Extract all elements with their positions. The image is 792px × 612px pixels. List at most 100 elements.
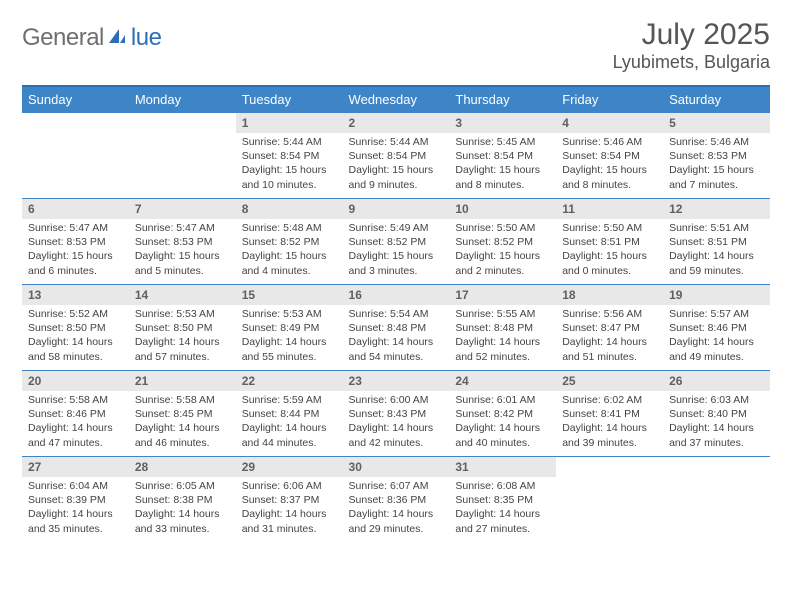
day-number: 17: [449, 285, 556, 305]
day-number: 6: [22, 199, 129, 219]
day-content: Sunrise: 5:46 AMSunset: 8:54 PMDaylight:…: [556, 133, 663, 196]
weekday-header-row: Sunday Monday Tuesday Wednesday Thursday…: [22, 86, 770, 113]
day-content: Sunrise: 5:51 AMSunset: 8:51 PMDaylight:…: [663, 219, 770, 282]
day-number: 31: [449, 457, 556, 477]
day-number: 2: [343, 113, 450, 133]
day-content: Sunrise: 6:06 AMSunset: 8:37 PMDaylight:…: [236, 477, 343, 540]
calendar-cell: [663, 457, 770, 543]
logo-text-blue: lue: [131, 24, 162, 52]
day-number: 29: [236, 457, 343, 477]
day-content: Sunrise: 5:46 AMSunset: 8:53 PMDaylight:…: [663, 133, 770, 196]
day-number: 9: [343, 199, 450, 219]
day-number: 23: [343, 371, 450, 391]
calendar-cell: [22, 113, 129, 199]
day-content: Sunrise: 5:45 AMSunset: 8:54 PMDaylight:…: [449, 133, 556, 196]
day-content: Sunrise: 5:49 AMSunset: 8:52 PMDaylight:…: [343, 219, 450, 282]
calendar-cell: 18Sunrise: 5:56 AMSunset: 8:47 PMDayligh…: [556, 285, 663, 371]
day-number: 5: [663, 113, 770, 133]
calendar-cell: 27Sunrise: 6:04 AMSunset: 8:39 PMDayligh…: [22, 457, 129, 543]
month-title: July 2025: [613, 18, 770, 52]
day-number: 27: [22, 457, 129, 477]
calendar-row: 1Sunrise: 5:44 AMSunset: 8:54 PMDaylight…: [22, 113, 770, 199]
day-number: 28: [129, 457, 236, 477]
day-number: 13: [22, 285, 129, 305]
day-number: 21: [129, 371, 236, 391]
calendar-cell: [129, 113, 236, 199]
calendar-table: Sunday Monday Tuesday Wednesday Thursday…: [22, 85, 770, 543]
day-number: 20: [22, 371, 129, 391]
day-number: 22: [236, 371, 343, 391]
day-content: Sunrise: 5:53 AMSunset: 8:50 PMDaylight:…: [129, 305, 236, 368]
day-content: Sunrise: 5:55 AMSunset: 8:48 PMDaylight:…: [449, 305, 556, 368]
day-content: Sunrise: 6:05 AMSunset: 8:38 PMDaylight:…: [129, 477, 236, 540]
calendar-cell: 16Sunrise: 5:54 AMSunset: 8:48 PMDayligh…: [343, 285, 450, 371]
day-number: 15: [236, 285, 343, 305]
day-number: 16: [343, 285, 450, 305]
weekday-header: Tuesday: [236, 86, 343, 113]
day-number: 24: [449, 371, 556, 391]
calendar-cell: 26Sunrise: 6:03 AMSunset: 8:40 PMDayligh…: [663, 371, 770, 457]
logo-text-gray: General: [22, 24, 104, 52]
day-content: Sunrise: 6:02 AMSunset: 8:41 PMDaylight:…: [556, 391, 663, 454]
calendar-cell: 5Sunrise: 5:46 AMSunset: 8:53 PMDaylight…: [663, 113, 770, 199]
calendar-cell: 13Sunrise: 5:52 AMSunset: 8:50 PMDayligh…: [22, 285, 129, 371]
day-content: Sunrise: 6:08 AMSunset: 8:35 PMDaylight:…: [449, 477, 556, 540]
calendar-cell: 15Sunrise: 5:53 AMSunset: 8:49 PMDayligh…: [236, 285, 343, 371]
day-content: Sunrise: 6:07 AMSunset: 8:36 PMDaylight:…: [343, 477, 450, 540]
calendar-cell: 8Sunrise: 5:48 AMSunset: 8:52 PMDaylight…: [236, 199, 343, 285]
day-number: 19: [663, 285, 770, 305]
weekday-header: Wednesday: [343, 86, 450, 113]
day-content: Sunrise: 5:56 AMSunset: 8:47 PMDaylight:…: [556, 305, 663, 368]
calendar-cell: 20Sunrise: 5:58 AMSunset: 8:46 PMDayligh…: [22, 371, 129, 457]
weekday-header: Thursday: [449, 86, 556, 113]
calendar-cell: 19Sunrise: 5:57 AMSunset: 8:46 PMDayligh…: [663, 285, 770, 371]
day-content: Sunrise: 5:48 AMSunset: 8:52 PMDaylight:…: [236, 219, 343, 282]
day-content: Sunrise: 6:00 AMSunset: 8:43 PMDaylight:…: [343, 391, 450, 454]
day-content: Sunrise: 5:57 AMSunset: 8:46 PMDaylight:…: [663, 305, 770, 368]
calendar-cell: 11Sunrise: 5:50 AMSunset: 8:51 PMDayligh…: [556, 199, 663, 285]
calendar-cell: 10Sunrise: 5:50 AMSunset: 8:52 PMDayligh…: [449, 199, 556, 285]
calendar-row: 20Sunrise: 5:58 AMSunset: 8:46 PMDayligh…: [22, 371, 770, 457]
day-number: 10: [449, 199, 556, 219]
location: Lyubimets, Bulgaria: [613, 52, 770, 73]
day-content: Sunrise: 5:47 AMSunset: 8:53 PMDaylight:…: [22, 219, 129, 282]
weekday-header: Monday: [129, 86, 236, 113]
day-content: Sunrise: 5:44 AMSunset: 8:54 PMDaylight:…: [236, 133, 343, 196]
calendar-cell: 2Sunrise: 5:44 AMSunset: 8:54 PMDaylight…: [343, 113, 450, 199]
logo: General lue: [22, 24, 161, 52]
day-content: Sunrise: 6:04 AMSunset: 8:39 PMDaylight:…: [22, 477, 129, 540]
day-content: Sunrise: 6:01 AMSunset: 8:42 PMDaylight:…: [449, 391, 556, 454]
day-content: Sunrise: 6:03 AMSunset: 8:40 PMDaylight:…: [663, 391, 770, 454]
calendar-cell: 22Sunrise: 5:59 AMSunset: 8:44 PMDayligh…: [236, 371, 343, 457]
day-number: 3: [449, 113, 556, 133]
calendar-cell: 1Sunrise: 5:44 AMSunset: 8:54 PMDaylight…: [236, 113, 343, 199]
day-number: 8: [236, 199, 343, 219]
calendar-cell: 24Sunrise: 6:01 AMSunset: 8:42 PMDayligh…: [449, 371, 556, 457]
day-content: Sunrise: 5:53 AMSunset: 8:49 PMDaylight:…: [236, 305, 343, 368]
calendar-cell: 14Sunrise: 5:53 AMSunset: 8:50 PMDayligh…: [129, 285, 236, 371]
calendar-cell: [556, 457, 663, 543]
day-number: 26: [663, 371, 770, 391]
weekday-header: Sunday: [22, 86, 129, 113]
day-content: Sunrise: 5:52 AMSunset: 8:50 PMDaylight:…: [22, 305, 129, 368]
day-content: Sunrise: 5:50 AMSunset: 8:52 PMDaylight:…: [449, 219, 556, 282]
day-number: 12: [663, 199, 770, 219]
calendar-row: 13Sunrise: 5:52 AMSunset: 8:50 PMDayligh…: [22, 285, 770, 371]
title-block: July 2025 Lyubimets, Bulgaria: [613, 18, 770, 73]
calendar-cell: 31Sunrise: 6:08 AMSunset: 8:35 PMDayligh…: [449, 457, 556, 543]
calendar-cell: 28Sunrise: 6:05 AMSunset: 8:38 PMDayligh…: [129, 457, 236, 543]
day-content: Sunrise: 5:50 AMSunset: 8:51 PMDaylight:…: [556, 219, 663, 282]
calendar-cell: 12Sunrise: 5:51 AMSunset: 8:51 PMDayligh…: [663, 199, 770, 285]
calendar-row: 6Sunrise: 5:47 AMSunset: 8:53 PMDaylight…: [22, 199, 770, 285]
calendar-cell: 7Sunrise: 5:47 AMSunset: 8:53 PMDaylight…: [129, 199, 236, 285]
calendar-cell: 30Sunrise: 6:07 AMSunset: 8:36 PMDayligh…: [343, 457, 450, 543]
calendar-cell: 17Sunrise: 5:55 AMSunset: 8:48 PMDayligh…: [449, 285, 556, 371]
day-number: 1: [236, 113, 343, 133]
day-number: 30: [343, 457, 450, 477]
weekday-header: Friday: [556, 86, 663, 113]
calendar-cell: 3Sunrise: 5:45 AMSunset: 8:54 PMDaylight…: [449, 113, 556, 199]
logo-sail-icon: [107, 27, 127, 50]
day-number: 14: [129, 285, 236, 305]
day-content: Sunrise: 5:59 AMSunset: 8:44 PMDaylight:…: [236, 391, 343, 454]
calendar-cell: 6Sunrise: 5:47 AMSunset: 8:53 PMDaylight…: [22, 199, 129, 285]
